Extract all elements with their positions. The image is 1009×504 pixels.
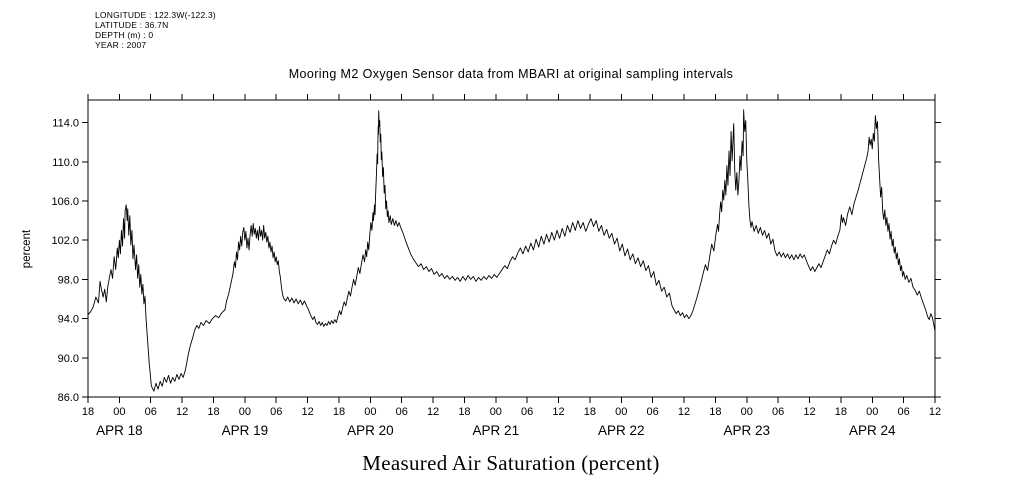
x-tick-label: 06 (270, 406, 282, 418)
day-label: APR 24 (849, 423, 896, 438)
y-tick-label: 110.0 (52, 157, 79, 169)
y-tick-label: 102.0 (51, 235, 79, 247)
depth-text: DEPTH (m) : 0 (95, 30, 153, 40)
day-label: APR 18 (96, 423, 143, 438)
x-tick-label: 00 (239, 406, 251, 418)
day-label: APR 19 (222, 423, 269, 438)
x-tick-label: 18 (709, 406, 721, 418)
x-tick-label: 18 (584, 406, 596, 418)
x-tick-label: 06 (521, 406, 533, 418)
y-tick-label: 98.0 (58, 274, 79, 286)
plot-area: 86.0 90.0 94.0 98.0 102.0 106.0 110.0 114.0 18 00… (51, 94, 941, 438)
x-tick-label: 06 (145, 406, 157, 418)
y-tick-label: 86.0 (58, 392, 79, 404)
x-tick-label: 00 (113, 406, 125, 418)
x-tick-label: 00 (490, 406, 502, 418)
y-axis-label: percent (21, 229, 33, 268)
y-tick-label: 94.0 (58, 314, 79, 326)
day-label: APR 23 (724, 423, 771, 438)
x-axis-caption: Measured Air Saturation (percent) (362, 451, 659, 475)
y-tick-label: 106.0 (51, 196, 79, 208)
x-tick-label: 18 (207, 406, 219, 418)
x-tick-label: 12 (552, 406, 564, 418)
day-label: APR 22 (598, 423, 645, 438)
header-metadata: LONGITUDE : 122.3W(-122.3) LATITUDE : 36… (95, 10, 216, 50)
x-tick-label: 12 (427, 406, 439, 418)
x-tick-label: 06 (396, 406, 408, 418)
latitude-text: LATITUDE : 36.7N (95, 20, 168, 30)
x-tick-label: 06 (898, 406, 910, 418)
x-tick-label: 12 (803, 406, 815, 418)
x-tick-label: 12 (301, 406, 313, 418)
longitude-text: LONGITUDE : 122.3W(-122.3) (95, 10, 216, 20)
x-tick-label: 06 (647, 406, 659, 418)
y-tick-label: 114.0 (52, 118, 79, 130)
y-tick-label: 90.0 (58, 353, 79, 365)
x-tick-label: 00 (866, 406, 878, 418)
x-tick-label: 00 (615, 406, 627, 418)
x-tick-label: 18 (835, 406, 847, 418)
x-tick-label: 12 (929, 406, 941, 418)
x-tick-label: 00 (741, 406, 753, 418)
x-tick-label: 12 (678, 406, 690, 418)
x-tick-label: 06 (772, 406, 784, 418)
x-tick-label: 18 (82, 406, 94, 418)
day-label: APR 20 (347, 423, 394, 438)
day-label: APR 21 (473, 423, 520, 438)
x-tick-label: 18 (458, 406, 470, 418)
plot-border (87, 99, 936, 398)
x-tick-label: 18 (333, 406, 345, 418)
x-tick-label: 12 (176, 406, 188, 418)
x-tick-label: 00 (364, 406, 376, 418)
chart-title: Mooring M2 Oxygen Sensor data from MBARI… (289, 67, 734, 81)
year-text: YEAR : 2007 (95, 40, 146, 50)
series-line (87, 109, 936, 392)
